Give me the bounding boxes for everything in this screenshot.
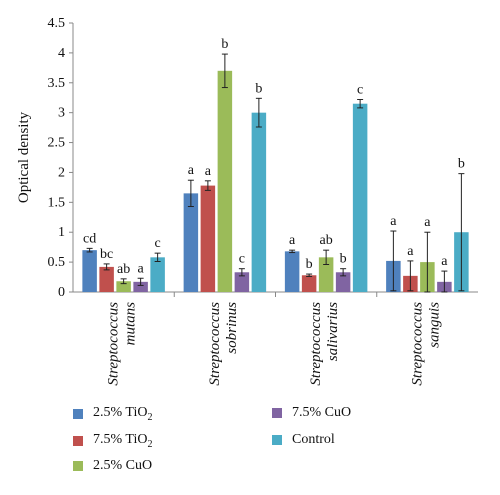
significance-label: bc bbox=[100, 247, 113, 262]
significance-label: b bbox=[340, 252, 347, 267]
significance-label: a bbox=[138, 261, 145, 276]
x-tick-label-line: sobrinus bbox=[224, 302, 240, 354]
significance-label: a bbox=[289, 233, 296, 248]
bar bbox=[150, 257, 165, 292]
significance-label: b bbox=[221, 37, 228, 52]
bar bbox=[284, 251, 300, 292]
x-tick-label-line: sanguis bbox=[426, 302, 442, 348]
bar bbox=[335, 272, 351, 292]
x-tick-label-line: salivarius bbox=[325, 302, 341, 361]
bar bbox=[133, 281, 148, 292]
bar bbox=[99, 266, 114, 292]
bar bbox=[200, 185, 216, 292]
x-tick-label-line: Streptococcus bbox=[106, 302, 122, 386]
significance-label: c bbox=[155, 236, 161, 251]
significance-label: b bbox=[306, 257, 313, 272]
y-axis-label: Optical density bbox=[16, 111, 32, 203]
bar bbox=[183, 193, 199, 292]
x-tick-label-line: Streptococcus bbox=[308, 302, 324, 386]
significance-label: a bbox=[441, 254, 448, 269]
bar bbox=[318, 257, 334, 292]
significance-label: cd bbox=[83, 231, 96, 246]
y-tick-label: 4.5 bbox=[48, 16, 66, 31]
significance-label: b bbox=[458, 157, 465, 172]
y-tick-label: 4 bbox=[58, 46, 65, 61]
y-tick-label: 3.5 bbox=[48, 76, 66, 91]
bar bbox=[116, 281, 131, 292]
bar bbox=[234, 272, 250, 292]
x-tick-label: Streptococcus sobrinus bbox=[207, 302, 240, 386]
bar bbox=[82, 250, 97, 292]
y-tick-label: 2.5 bbox=[48, 136, 66, 151]
bar bbox=[217, 70, 233, 292]
x-tick-label: Streptococcus mutans bbox=[106, 302, 139, 386]
x-tick-label-line: mutans bbox=[123, 302, 139, 346]
significance-label: a bbox=[424, 215, 431, 230]
bar bbox=[352, 103, 368, 292]
significance-label: ab bbox=[320, 233, 333, 248]
significance-label: a bbox=[188, 163, 195, 178]
significance-label: a bbox=[205, 164, 212, 179]
y-tick-label: 0.5 bbox=[48, 255, 66, 270]
y-tick-label: 2 bbox=[58, 165, 65, 180]
significance-label: c bbox=[239, 252, 245, 267]
y-tick-label: 1.5 bbox=[48, 195, 66, 210]
x-tick-label-line: Streptococcus bbox=[207, 302, 223, 386]
y-tick-label: 1 bbox=[58, 225, 65, 240]
significance-label: c bbox=[357, 83, 363, 98]
bar bbox=[251, 112, 267, 293]
x-tick-label: Streptococcus salivarius bbox=[308, 302, 341, 386]
x-tick-label: Streptococcus sanguis bbox=[409, 302, 442, 386]
significance-label: b bbox=[255, 81, 262, 96]
y-tick-label: 0 bbox=[58, 285, 65, 300]
bar bbox=[301, 275, 317, 292]
x-tick-label-line: Streptococcus bbox=[409, 302, 425, 386]
y-tick-label: 3 bbox=[58, 106, 65, 121]
significance-label: a bbox=[390, 214, 397, 229]
significance-label: ab bbox=[117, 262, 130, 277]
significance-label: a bbox=[407, 244, 414, 259]
